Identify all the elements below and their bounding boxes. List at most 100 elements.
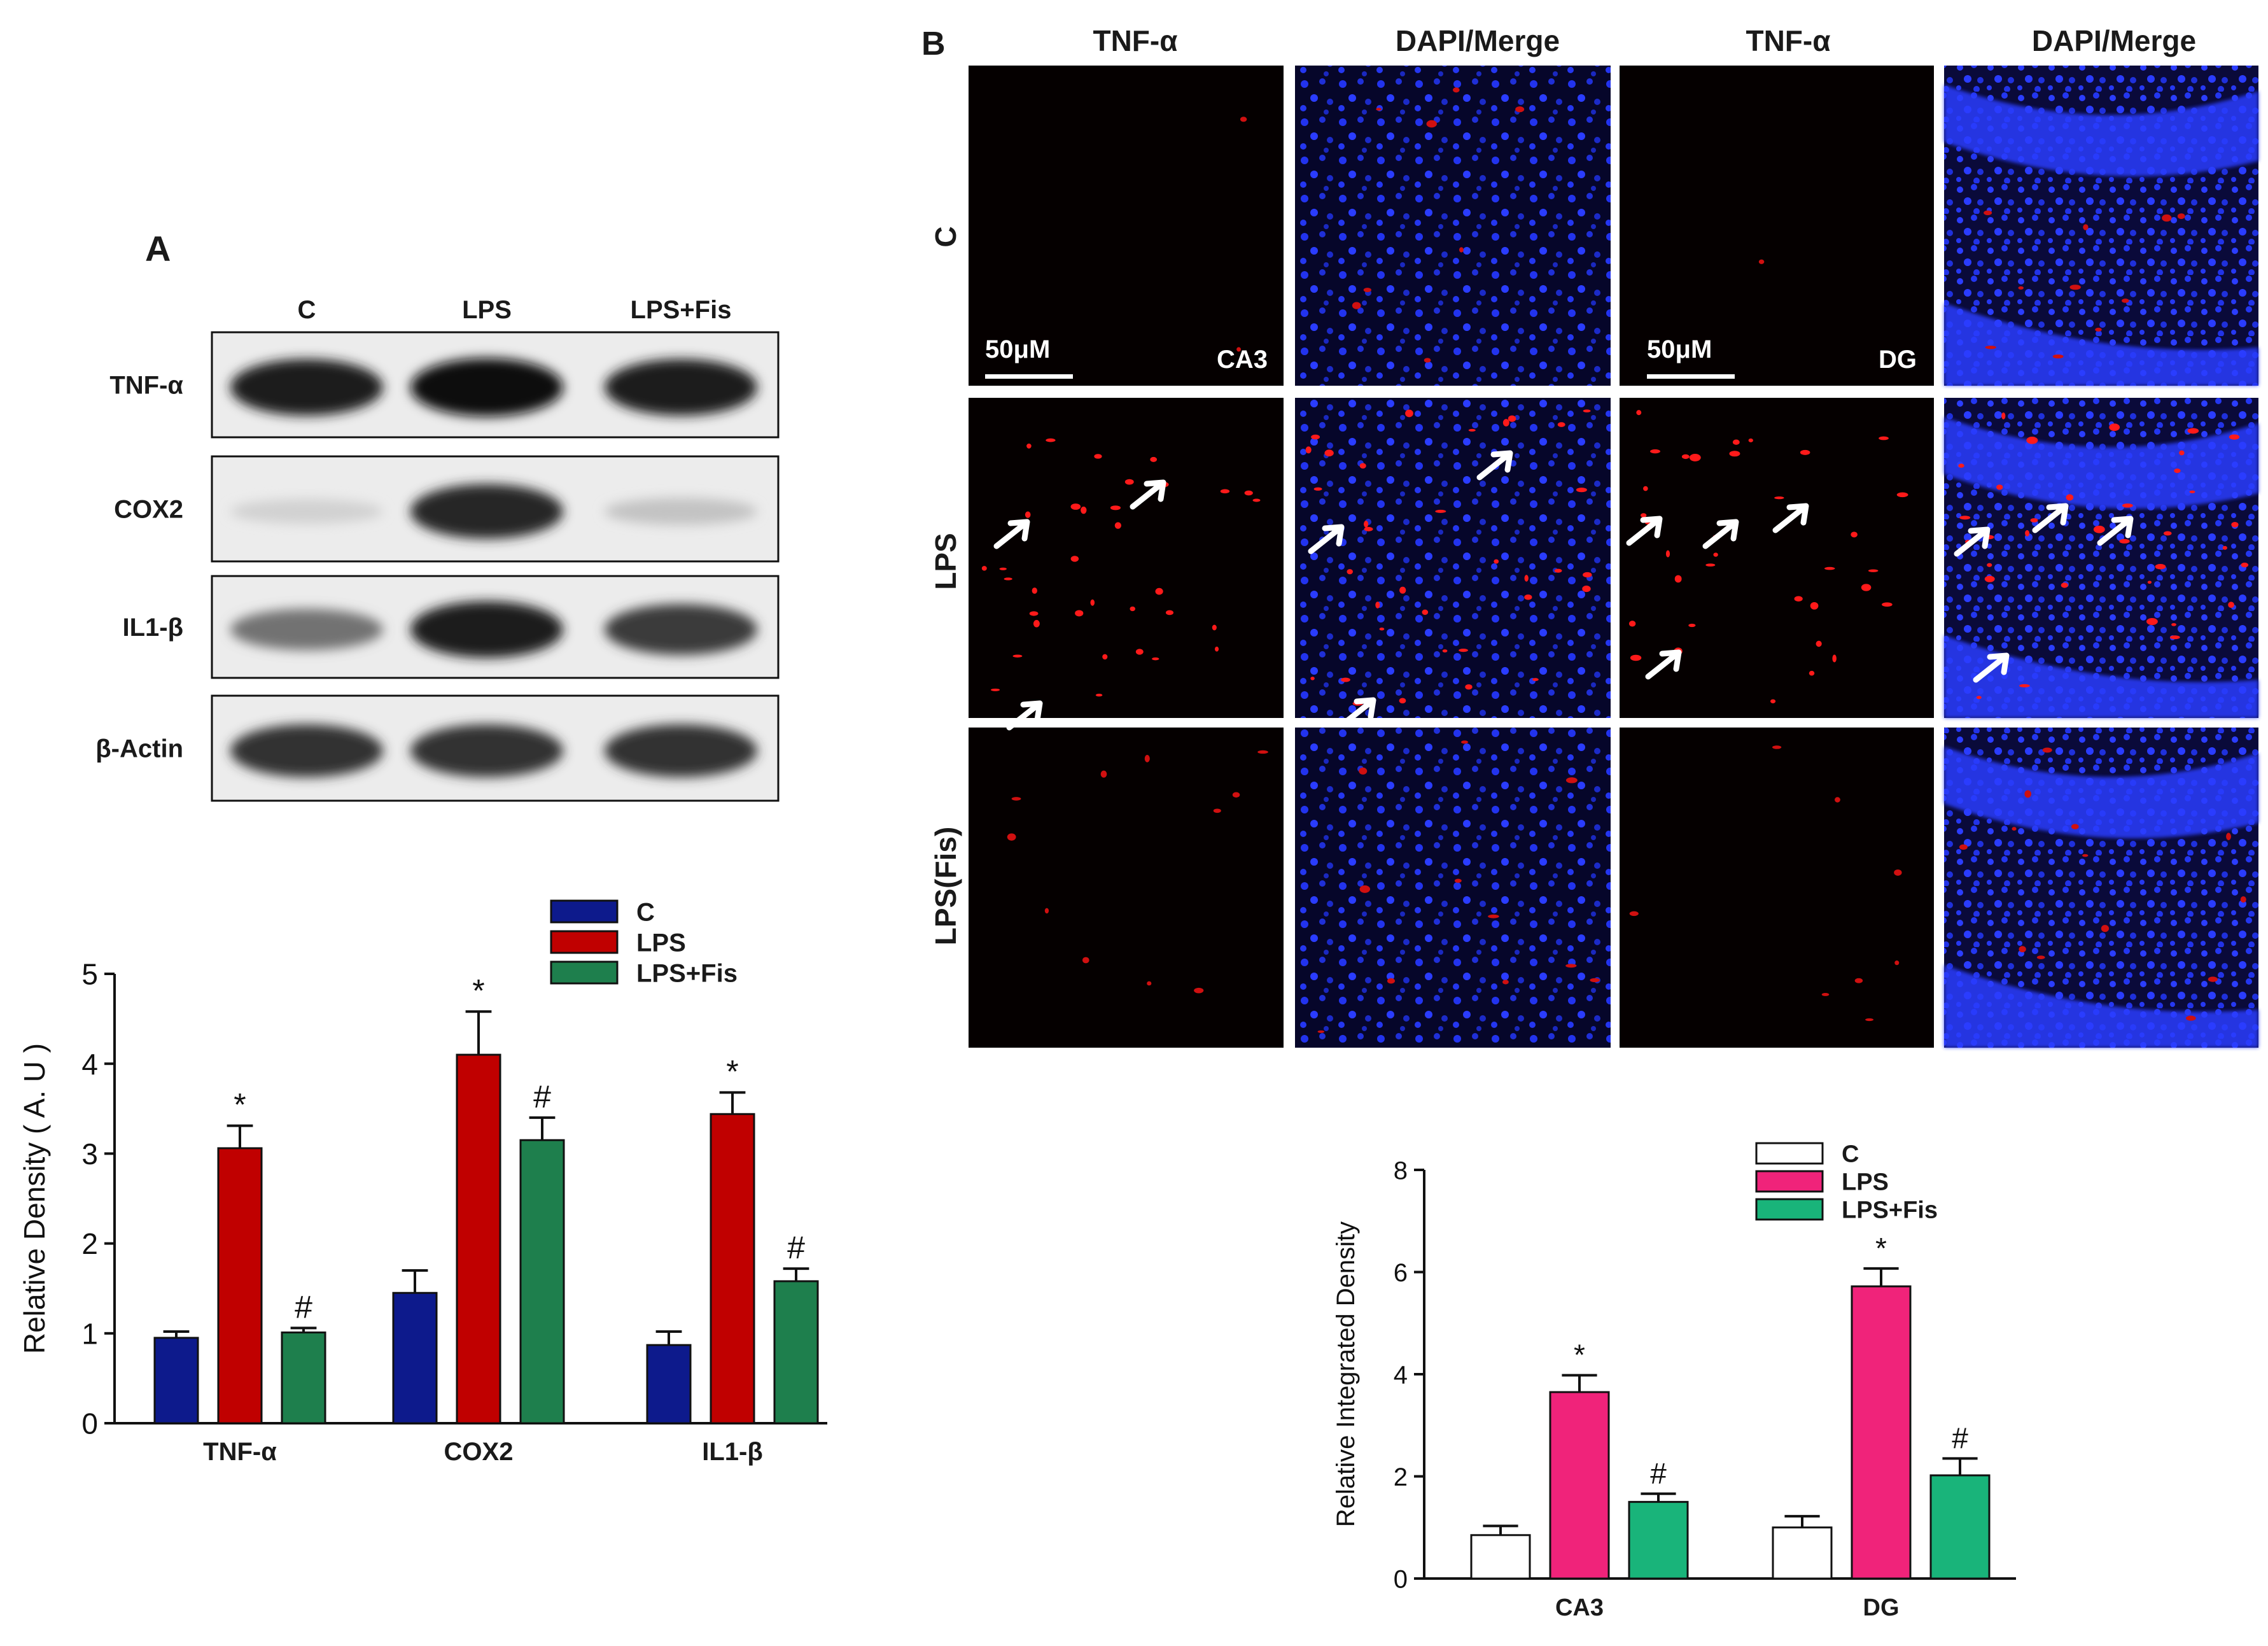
micrograph-lps-fis-tnf-ca3-tnf-signal: [1213, 808, 1221, 813]
chart-b-significance-marker: *: [1574, 1339, 1585, 1372]
band-actin-lps-fis: [605, 724, 757, 777]
micrograph-lps-fis-dapi-merge-dg-tnf-signal: [2042, 747, 2052, 753]
chart-b-y-tick-label: 4: [1394, 1361, 1408, 1389]
micrograph-lps-fis-tnf-ca3-tnf-signal: [1100, 770, 1107, 778]
band-il1-lps-fis: [605, 604, 757, 655]
micrograph-lps-dapi-merge-dg-tnf-signal: [2122, 503, 2133, 508]
micrograph-lps-fis-dapi-merge-dg-tnf-signal: [2208, 976, 2218, 982]
band-actin-c: [230, 724, 383, 777]
micrograph-lps-dapi-merge-dg-tnf-signal: [2001, 412, 2006, 419]
micrograph-lps-tnf-ca3-tnf-signal: [1150, 456, 1158, 462]
scale-bar-label-dg: 50μM: [1647, 335, 1712, 363]
micrograph-c-dapi-merge-ca3-tnf-signal: [1515, 106, 1525, 113]
micrograph-lps-tnf-ca3-tnf-signal: [1165, 610, 1174, 615]
chart-a-y-tick-label: 4: [81, 1048, 98, 1081]
micrograph-c-dapi-merge-dg-tnf-signal: [2162, 214, 2172, 222]
micrograph-lps-dapi-merge-ca3-tnf-signal: [1422, 609, 1429, 615]
micrograph-lps-dapi-merge-ca3-tnf-signal: [1442, 649, 1448, 653]
micrograph-lps-tnf-dg-tnf-signal: [1824, 566, 1835, 570]
arrow-icon: [2097, 516, 2134, 546]
micrograph-lps-tnf-dg-tnf-signal: [1636, 410, 1642, 416]
chart-a-legend-label-lps: LPS: [636, 929, 686, 957]
micrograph-lps-dapi-merge-ca3-tnf-signal: [1576, 488, 1587, 493]
micrograph-lps-fis-tnf-dg-tnf-signal: [1894, 869, 1902, 876]
micrograph-lps-fis-tnf-dg-tnf-signal: [1865, 1018, 1874, 1022]
blot-label-actin: β-Actin: [95, 735, 183, 763]
micrograph-lps-fis-dapi-merge-ca3-tnf-signal: [1565, 964, 1577, 968]
micrograph-lps-tnf-ca3-tnf-signal: [1012, 654, 1023, 658]
micrograph-lps-dapi-merge-ca3-tnf-signal: [1524, 594, 1532, 600]
arrow-icon: [1772, 503, 1809, 533]
micrograph-column-headers: TNF-α DAPI/Merge TNF-α DAPI/Merge: [1093, 24, 2196, 57]
micrograph-lps-dapi-merge-ca3-tnf-signal: [1502, 419, 1509, 426]
chart-a-y-tick-label: 5: [81, 958, 98, 991]
col-header-tnf-2: TNF-α: [1746, 24, 1830, 57]
micrograph-c-dapi-merge-dg-tnf-signal: [2095, 327, 2102, 332]
micrograph-lps-dapi-merge-ca3-tnf-signal: [1375, 601, 1380, 608]
chart-a-legend-swatch-lps: [550, 930, 619, 954]
chart-b-category-label-ca3: CA3: [1555, 1594, 1604, 1621]
micrograph-lps-dapi-merge-ca3-tnf-signal: [1532, 678, 1539, 681]
band-cox2-lps: [410, 484, 563, 539]
micrograph-lps-fis-tnf-dg: [1620, 728, 1934, 1048]
micrograph-lps-tnf-ca3-tnf-signal: [1029, 611, 1039, 616]
micrograph-lps-fis-dapi-merge-dg-granule-layer-lower: [1944, 965, 2258, 1048]
micrograph-lps-dapi-merge-ca3-tnf-signal: [1459, 649, 1468, 652]
micrograph-lps-tnf-ca3-tnf-signal: [1004, 577, 1012, 580]
micrograph-lps-dapi-merge-ca3-tnf-signal: [1435, 509, 1446, 513]
micrograph-lps-tnf-ca3-tnf-signal: [1033, 620, 1040, 628]
micrograph-lps-dapi-merge-ca3-tnf-signal: [1364, 521, 1369, 528]
band-tnf-c: [230, 359, 383, 416]
micrograph-lps-fis-tnf-dg-tnf-signal: [1821, 993, 1830, 996]
micrograph-lps-tnf-dg-tnf-signal: [1800, 449, 1810, 455]
micrograph-lps-dapi-merge-dg-tnf-signal: [2147, 580, 2152, 584]
micrograph-lps-tnf-dg-tnf-signal: [1688, 623, 1696, 628]
micrograph-lps-fis-tnf-ca3-tnf-signal: [1144, 755, 1150, 763]
micrograph-lps-fis-tnf-ca3: [969, 728, 1284, 1048]
micrograph-lps-tnf-dg-bg: [1620, 398, 1934, 718]
micrograph-lps-dapi-merge-ca3-tnf-signal: [1468, 428, 1476, 432]
micrograph-lps-fis-dapi-merge-dg-tnf-signal: [2012, 827, 2017, 831]
micrograph-lps-tnf-ca3-tnf-signal: [1110, 505, 1121, 510]
micrograph-c-dapi-merge-dg: [1944, 66, 2258, 386]
micrograph-lps-tnf-dg-tnf-signal: [1748, 438, 1753, 442]
micrograph-lps-fis-tnf-ca3-tnf-signal: [1007, 833, 1016, 841]
micrograph-row-labels: C LPS LPS(Fis): [929, 226, 962, 945]
blot-label-tnf: TNF-α: [109, 372, 183, 400]
micrograph-lps-fis-dapi-merge-ca3: [1295, 728, 1611, 1048]
chart-b-legend-swatch-c: [1755, 1142, 1824, 1165]
band-il1-c: [230, 608, 383, 651]
micrograph-lps-tnf-dg-tnf-signal: [1879, 436, 1889, 440]
micrograph-c-tnf-ca3-tnf-signal: [1236, 347, 1241, 352]
micrograph-lps-fis-dapi-merge-ca3-tnf-signal: [1590, 978, 1600, 983]
arrow-icon: [1973, 652, 2010, 683]
chart-b-legend-swatch-lps: [1755, 1170, 1824, 1193]
micrograph-c-tnf-ca3-tnf-signal: [1240, 116, 1247, 122]
chart-b-legend-swatch-lps-fis: [1755, 1198, 1824, 1221]
micrograph-lps-dapi-merge-ca3-tnf-signal: [1347, 569, 1353, 575]
micrograph-lps-tnf-dg-tnf-signal: [1882, 602, 1893, 607]
micrograph-lps-fis-dapi-merge-ca3-bg: [1295, 728, 1611, 1048]
micrograph-lps-fis-dapi-merge-dg-tnf-signal: [2071, 824, 2079, 829]
micrograph-lps-fis-dapi-merge-dg: [1944, 728, 2258, 1048]
chart-a-bar-lps-cox2: [456, 1053, 501, 1424]
micrograph-lps-fis-tnf-dg-tnf-signal: [1835, 797, 1840, 803]
micrograph-lps-dapi-merge-dg-tnf-signal: [1958, 463, 1964, 468]
arrow-icon: [1476, 450, 1513, 481]
chart-b: 0 2 4 6 8 Relative Integrated Density * # CA3 * # D…: [1332, 1141, 2016, 1621]
micrograph-c-dapi-merge-dg-tnf-signal: [2083, 224, 2089, 230]
micrograph-lps-dapi-merge-ca3-tnf-signal: [1583, 572, 1592, 578]
micrograph-lps-tnf-dg-tnf-signal: [1628, 621, 1636, 627]
chart-a-category-label-cox2: COX2: [444, 1438, 514, 1466]
micrograph-lps-fis-tnf-ca3-tnf-signal: [1011, 797, 1021, 801]
panel-b-letter: B: [921, 25, 946, 62]
chart-a-legend-label-c: C: [636, 898, 655, 926]
micrograph-lps-tnf-dg-tnf-signal: [1896, 492, 1908, 498]
chart-a-bar-c-tnf: [153, 1337, 199, 1424]
chart-b-bar-lps-ca3: [1549, 1391, 1610, 1580]
micrograph-lps-dapi-merge-ca3-tnf-signal: [1313, 487, 1322, 491]
micrograph-lps-tnf-dg: [1620, 398, 1934, 718]
micrograph-lps-dapi-merge-dg-tnf-signal: [1976, 696, 1982, 700]
micrograph-lps-dapi-merge-ca3: [1295, 398, 1611, 718]
micrograph-lps-tnf-ca3-tnf-signal: [999, 567, 1007, 570]
